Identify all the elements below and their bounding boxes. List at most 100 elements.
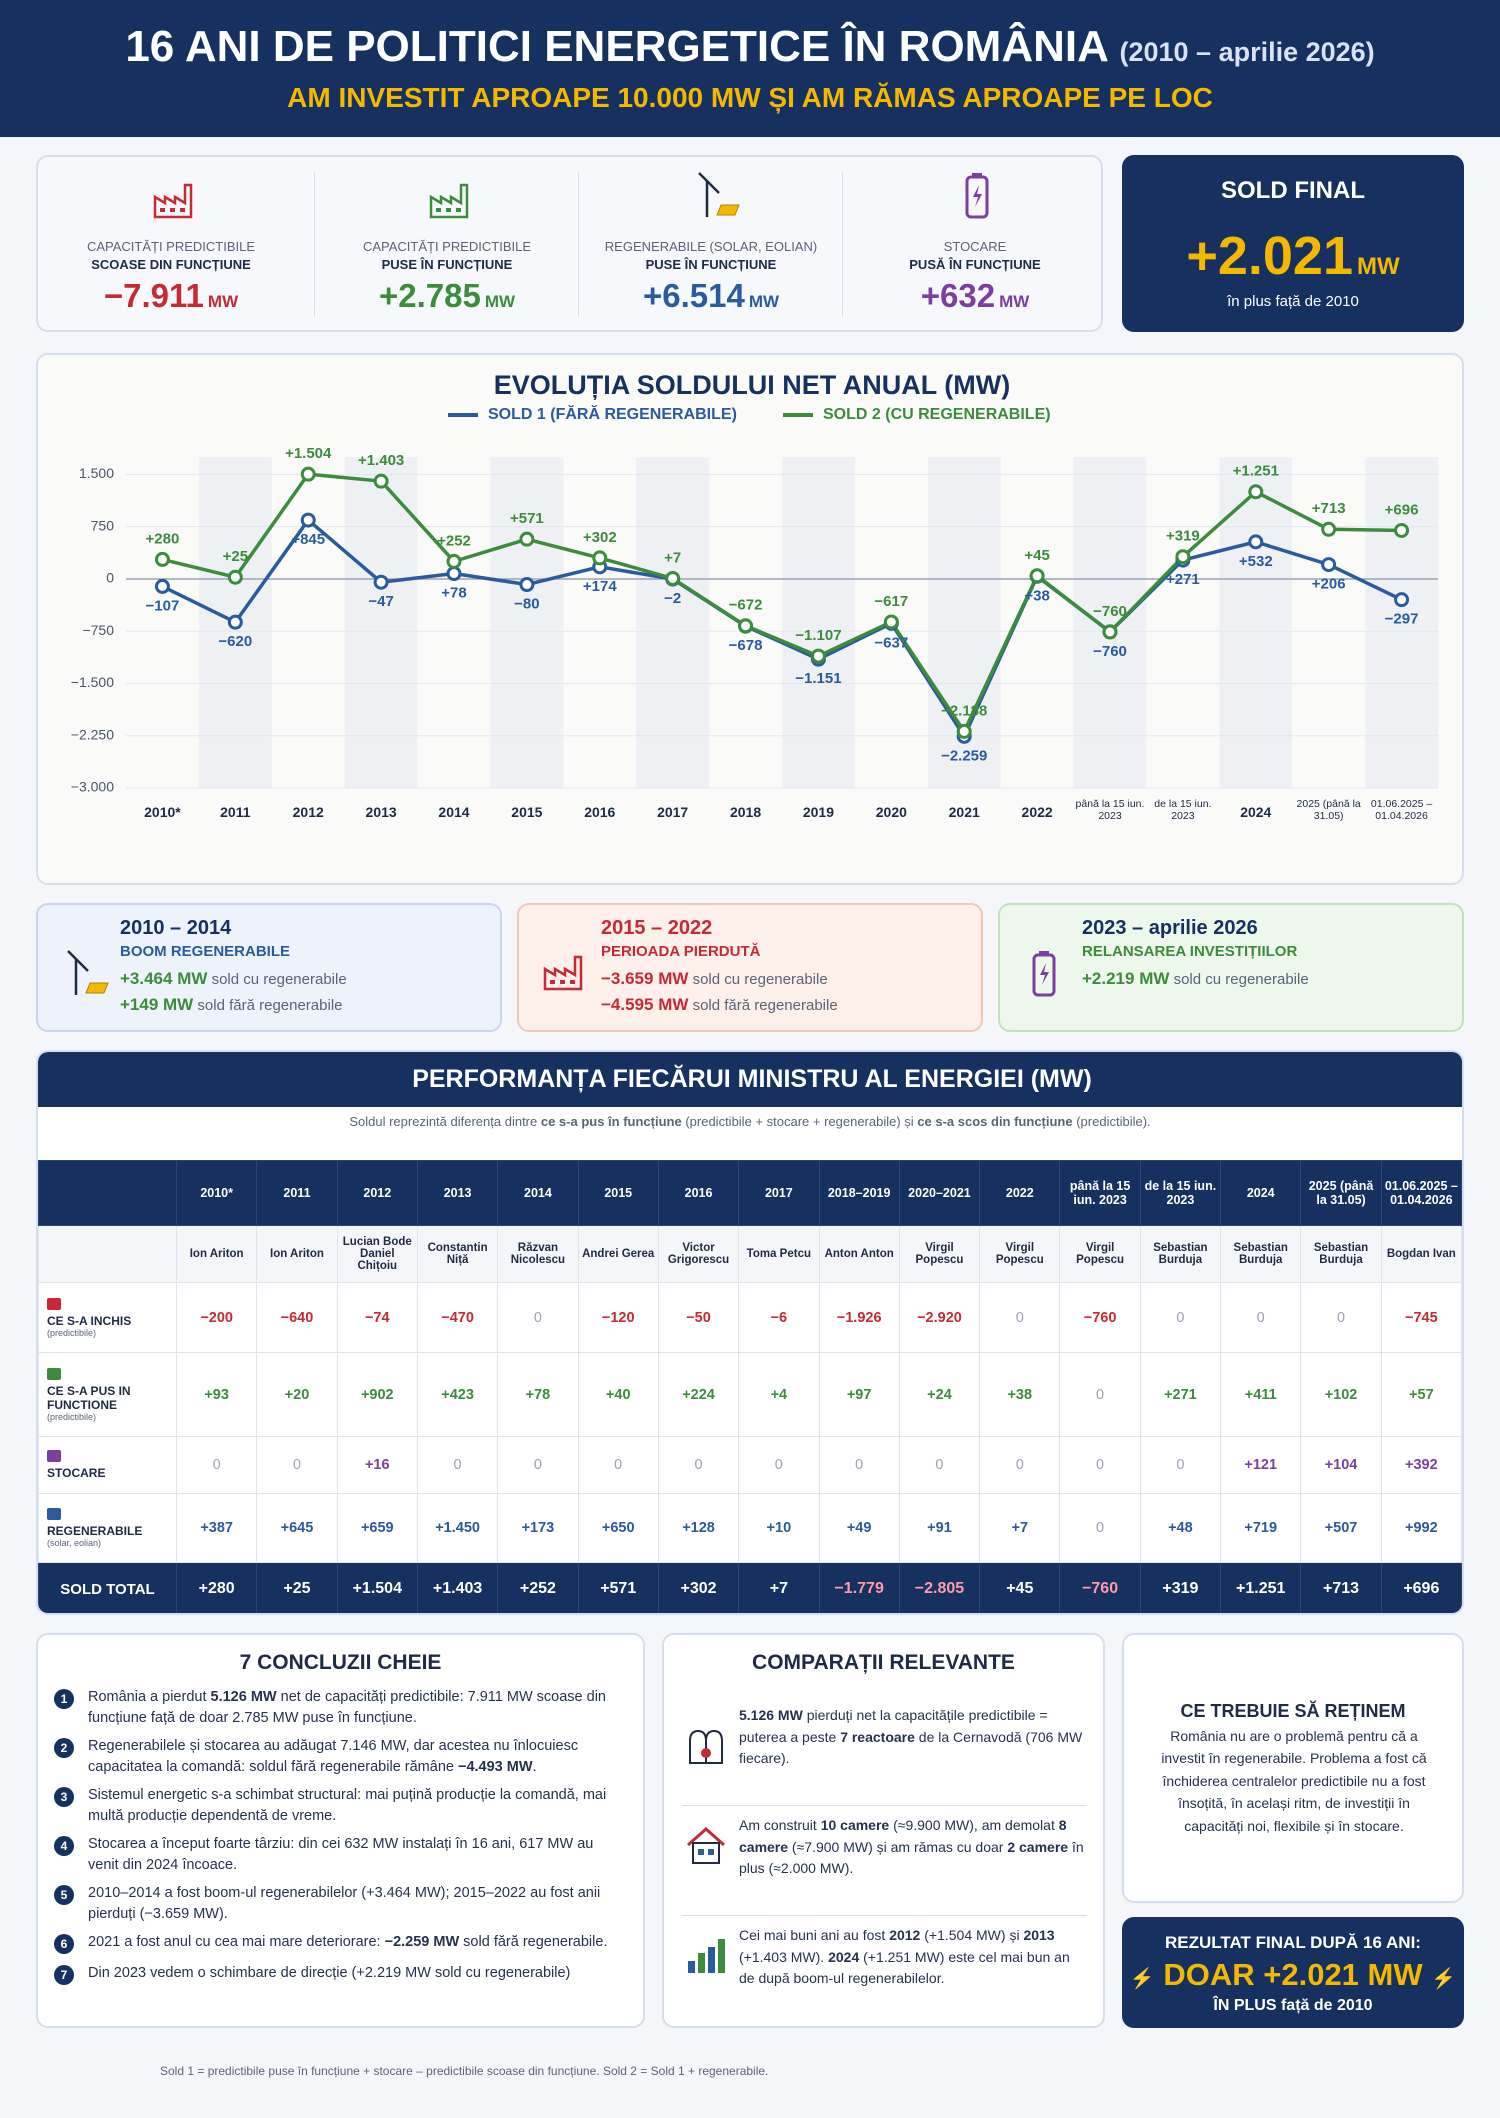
text: Din 2023 vedem o schimbare de direcție (… (88, 1965, 571, 1981)
x-tick-label: 2016 (584, 804, 616, 820)
sublabel: (predictibile) (47, 1411, 97, 1422)
minister: Lucian Bode Daniel Chițoiu (336, 1225, 418, 1283)
data-label: −620 (218, 633, 252, 650)
column-header: 2018–2019 (818, 1160, 900, 1226)
chart-title: EVOLUȚIA SOLDULUI NET ANUAL (MW) (494, 370, 1010, 400)
cell: +97 (818, 1352, 900, 1437)
number: 1 (54, 1689, 74, 1709)
period-card: 2010 – 2014 BOOM REGENERABILE +3.464 MW … (36, 903, 502, 1032)
point (519, 577, 535, 593)
cell: +713 (1300, 1562, 1382, 1613)
minister-row: Ion Ariton Ion Ariton Lucian Bode Daniel C… (38, 1225, 1462, 1283)
value: −7.911 (103, 277, 204, 314)
kpi-value: −7.911 MW (40, 277, 302, 315)
sold-title: SOLD FINAL (1221, 177, 1365, 204)
period-line: +3.464 MW sold cu regenerabile (120, 969, 347, 989)
icon (47, 1508, 61, 1520)
conclusion: 7 Din 2023 vedem o schimbare de direcție … (54, 1963, 624, 1985)
cell: 0 (175, 1436, 258, 1494)
point (154, 551, 170, 567)
text: pierduți net la capacitățile predictibil… (739, 1707, 1048, 1745)
x-tick-label: 2015 (511, 804, 543, 820)
text: Cei mai buni ani au fost (739, 1927, 890, 1943)
minister: Bogdan Ivan (1380, 1225, 1462, 1283)
minister: Ion Ariton (175, 1225, 258, 1283)
data-label: −760 (1093, 643, 1127, 660)
point (227, 614, 243, 630)
bold-text: −4.493 MW (457, 1759, 533, 1776)
data-label: −297 (1385, 611, 1419, 628)
kpi: CAPACITĂȚI PREDICTIBILE PUSE ÎN FUNCȚIUN… (316, 157, 578, 330)
kpi-value: +2.785 MW (316, 277, 578, 315)
kpi-sublabel: PUSE ÎN FUNCȚIUNE (645, 257, 777, 272)
bold-text: 5.126 MW (739, 1707, 803, 1723)
label: STOCARE (47, 1466, 106, 1480)
cell: +650 (577, 1493, 659, 1563)
icon (688, 1939, 725, 1973)
point (446, 566, 462, 582)
table-note: Soldul reprezintă diferența dintre ce s-… (38, 1114, 1462, 1129)
data-label: −2 (664, 590, 681, 607)
cell: 0 (818, 1436, 900, 1494)
kpi-label: CAPACITĂȚI PREDICTIBILE (86, 239, 256, 254)
sublabel: (predictibile) (47, 1327, 97, 1338)
value: +149 MW (120, 995, 194, 1014)
data-label: +271 (1166, 571, 1200, 588)
value: +2.219 MW (1082, 969, 1170, 988)
separator (314, 172, 315, 317)
cell: +7 (738, 1562, 820, 1613)
cell: +102 (1300, 1352, 1382, 1437)
column-header: 2022 (979, 1160, 1061, 1226)
cell: −74 (336, 1282, 418, 1353)
cell: +25 (256, 1562, 338, 1613)
total-row: SOLD TOTAL +280 +25 +1.504 +1.403 +252 +571 +30… (38, 1562, 1462, 1613)
period: (2010 – aprilie 2026) (1119, 37, 1375, 67)
data-label: +45 (1024, 547, 1049, 564)
point (810, 648, 826, 664)
cell: +16 (336, 1436, 418, 1494)
cell: −50 (657, 1282, 740, 1353)
cell: +423 (416, 1352, 499, 1437)
icon (429, 183, 469, 219)
sold-value-line: +2.021 MW (1122, 225, 1464, 287)
result-value: DOAR +2.021 MW (1163, 1957, 1423, 1992)
cell: +91 (898, 1493, 981, 1563)
text: 2021 a fost anul cu cea mai mare deterio… (88, 1934, 385, 1950)
cell: +392 (1380, 1436, 1462, 1494)
cell: −1.926 (818, 1282, 900, 1353)
cell: +128 (657, 1493, 740, 1563)
x-tick-label: 2014 (438, 804, 470, 820)
text: (+1.251 MW) este cel mai bun an de după … (739, 1948, 1070, 1987)
icon (698, 172, 740, 217)
series-line (162, 472, 1402, 734)
number: 2 (54, 1738, 74, 1758)
cell: 0 (1139, 1282, 1222, 1353)
column-header: 2025 (până la 31.05) (1300, 1160, 1382, 1226)
minister: Ion Ariton (256, 1225, 338, 1283)
chart-panel: EVOLUȚIA SOLDULUI NET ANUAL (MW) 1.500 75… (36, 353, 1464, 885)
cell: +24 (898, 1352, 981, 1437)
conclusion: 2 Regenerabilele și stocarea au adăugat 7… (54, 1736, 624, 1778)
cell: +696 (1380, 1562, 1462, 1613)
cell: +387 (175, 1493, 258, 1563)
cell: 0 (497, 1282, 579, 1353)
footer: Sold 1 = predictibile puse în funcțiune … (160, 2064, 769, 2078)
unit: MW (748, 292, 780, 311)
data-label: −47 (368, 593, 393, 610)
cell: 0 (979, 1282, 1061, 1353)
cell: −2.805 (898, 1562, 981, 1613)
x-tick-label: 2017 (657, 804, 689, 820)
kpi-value: +6.514 MW (580, 277, 842, 315)
text: sold fără regenerabile (692, 997, 838, 1014)
row-label: REGENERABILE (solar, eolian) (38, 1493, 177, 1563)
cell: +49 (818, 1493, 900, 1563)
point (373, 574, 389, 590)
row-label: STOCARE (38, 1436, 177, 1494)
minister: Toma Petcu (738, 1225, 820, 1283)
point (1321, 521, 1337, 537)
section-title: COMPARAȚII RELEVANTE (752, 1651, 1015, 1674)
cell: +57 (1380, 1352, 1462, 1437)
subtitle: AM INVESTIT APROAPE 10.000 MW ȘI AM RĂMA… (287, 82, 1213, 113)
data-label: −107 (146, 597, 180, 614)
label: CE S-A PUS IN FUNCTIONE (47, 1383, 131, 1412)
